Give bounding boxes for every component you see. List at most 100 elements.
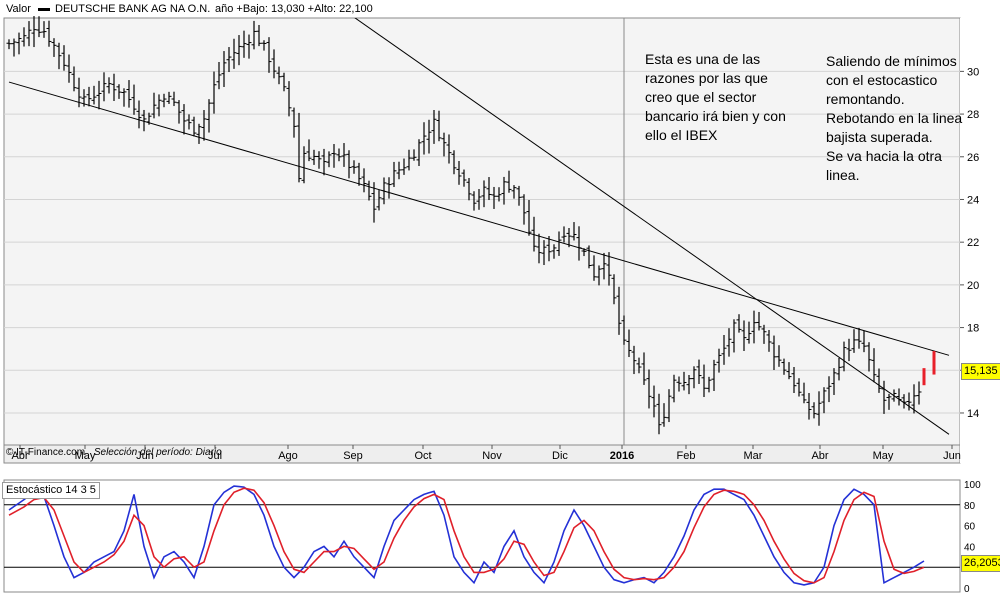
stochastic-tick-label: 80 (964, 501, 976, 512)
price-bar-156 (786, 362, 792, 380)
price-bar-160 (806, 392, 812, 420)
price-bar-181 (911, 384, 917, 414)
price-bar-179 (901, 394, 907, 409)
source-footer: © IT-Finance.com Selección del período: … (6, 447, 222, 458)
price-bar-24 (126, 80, 132, 108)
price-bar-40 (206, 99, 212, 133)
price-bar-155 (781, 358, 787, 375)
month-label: May (75, 450, 96, 462)
price-tick-label: 26 (967, 152, 979, 164)
price-bar-101 (511, 185, 517, 199)
month-label: Dic (552, 450, 568, 462)
price-bar-104 (526, 199, 532, 236)
month-label: Jun (136, 450, 154, 462)
price-bar-16 (86, 86, 92, 107)
price-bar-62 (316, 151, 322, 169)
annotation-rebound-note: Saliendo de mínimos con el estocastico r… (826, 53, 963, 183)
price-bar-182 (916, 381, 922, 405)
price-bar-17 (91, 85, 97, 105)
price-bar-126 (636, 357, 642, 374)
annotation-sector-note: Esta es una de las razones por las que c… (645, 51, 786, 143)
month-label: Oct (414, 450, 431, 462)
price-bar-97 (491, 186, 497, 209)
price-bar-146 (736, 314, 742, 333)
price-bar-75 (381, 177, 387, 205)
source-provider: © IT-Finance.com (6, 447, 86, 458)
price-bar-123 (621, 315, 627, 345)
stochastic-y-axis: 020406080100 (964, 480, 981, 595)
price-bar-22 (116, 84, 122, 99)
price-bar-60 (306, 139, 312, 162)
price-bar-53 (271, 49, 277, 79)
price-bar-81 (411, 149, 417, 161)
price-bar-93 (471, 191, 477, 211)
price-bar-174 (876, 368, 882, 393)
price-bar-125 (631, 345, 637, 375)
price-bar-150 (756, 311, 762, 331)
price-bar-65 (331, 144, 337, 168)
price-bar-142 (716, 348, 722, 373)
price-bar-19 (101, 72, 107, 102)
price-bar-4 (26, 21, 32, 47)
price-bar-170 (856, 327, 862, 349)
price-bar-87 (441, 132, 447, 157)
price-bar-58 (296, 112, 302, 183)
price-bar-100 (506, 170, 512, 193)
price-tick-label: 14 (967, 408, 979, 420)
month-label: Sep (343, 450, 363, 462)
month-label: Ago (278, 450, 298, 462)
month-label: Abr (11, 450, 28, 462)
price-bar-57 (291, 107, 297, 138)
price-bar-171 (861, 330, 867, 353)
price-bar-144 (726, 328, 732, 357)
trendline-0 (8, 81, 950, 356)
date-axis: Abr May Jun Jul Ago Sep Oct Nov Dic 2016 Feb Mar Abr… (11, 445, 961, 462)
price-bar-151 (761, 324, 767, 344)
stochastic-series-d (8, 487, 925, 584)
price-bar-134 (676, 376, 682, 392)
price-bar-121 (611, 274, 617, 305)
price-bar-49 (251, 20, 257, 50)
price-bar-82 (416, 139, 422, 167)
price-bar-164 (826, 376, 832, 403)
price-bar-20 (106, 77, 112, 94)
price-bar-29 (151, 92, 157, 119)
stochastic-tick-label: 40 (964, 542, 976, 553)
stochastic-title: Estocástico 14 3 5 (2, 482, 100, 499)
price-bar-26 (136, 100, 142, 129)
price-bar-154 (776, 345, 782, 367)
price-tick-label: 28 (967, 109, 979, 121)
series-swatch (38, 8, 50, 11)
price-bar-165 (831, 368, 837, 395)
month-label: Nov (482, 450, 502, 462)
price-bar-32 (166, 91, 172, 104)
price-bar-42 (216, 62, 222, 90)
stochastic-plot-area (3, 479, 961, 593)
price-tick-label: 24 (967, 194, 979, 206)
price-bar-153 (771, 335, 777, 370)
price-bar-180 (906, 392, 912, 411)
period-selector[interactable]: Selección del período: Diario (93, 447, 222, 458)
price-bar-130 (656, 393, 662, 435)
price-bar-52 (266, 37, 272, 73)
price-bar-44 (226, 47, 232, 73)
price-bar-77 (391, 161, 397, 188)
price-bar-48 (246, 34, 252, 59)
price-bar-15 (81, 89, 87, 107)
price-bar-13 (71, 66, 77, 92)
price-bar-162 (816, 391, 822, 426)
price-bar-129 (651, 385, 657, 418)
price-bar-18 (96, 80, 102, 110)
price-bar-159 (801, 382, 807, 404)
price-bar-5 (31, 16, 37, 48)
price-tick-label: 30 (967, 66, 979, 78)
month-label: Jun (943, 450, 961, 462)
price-bar-138 (696, 359, 702, 384)
header-strip (0, 0, 1000, 18)
month-label: Feb (677, 450, 696, 462)
price-bar-149 (751, 310, 757, 344)
price-bar-7 (41, 21, 47, 38)
price-tick-label: 18 (967, 323, 979, 335)
price-bar-34 (176, 100, 182, 124)
